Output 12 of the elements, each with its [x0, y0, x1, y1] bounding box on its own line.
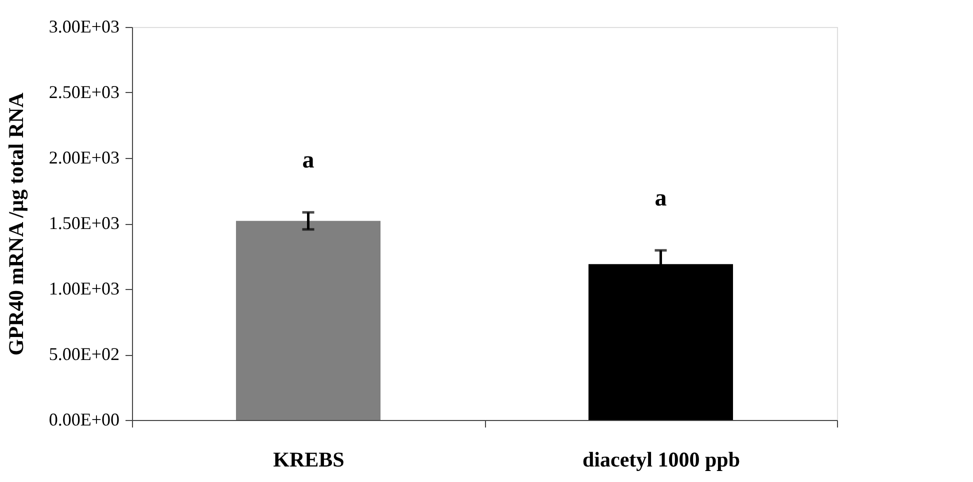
annotation: a — [654, 185, 667, 212]
y-tick-label: 5.00E+02 — [48, 344, 120, 364]
y-tick-label: 3.00E+03 — [48, 16, 120, 36]
x-tick-label: KREBS — [273, 448, 344, 472]
y-tick-label: 1.00E+03 — [48, 278, 120, 298]
y-axis-title: GPR40 mRNA /µg total RNA — [4, 92, 28, 356]
y-tick-label: 0.00E+00 — [48, 410, 120, 430]
y-tick-label: 2.50E+03 — [48, 82, 120, 102]
y-tick-label: 2.00E+03 — [48, 148, 120, 168]
annotation: a — [302, 147, 314, 174]
y-tick-label: 1.50E+03 — [48, 213, 120, 233]
x-tick-label: diacetyl 1000 ppb — [582, 448, 740, 472]
